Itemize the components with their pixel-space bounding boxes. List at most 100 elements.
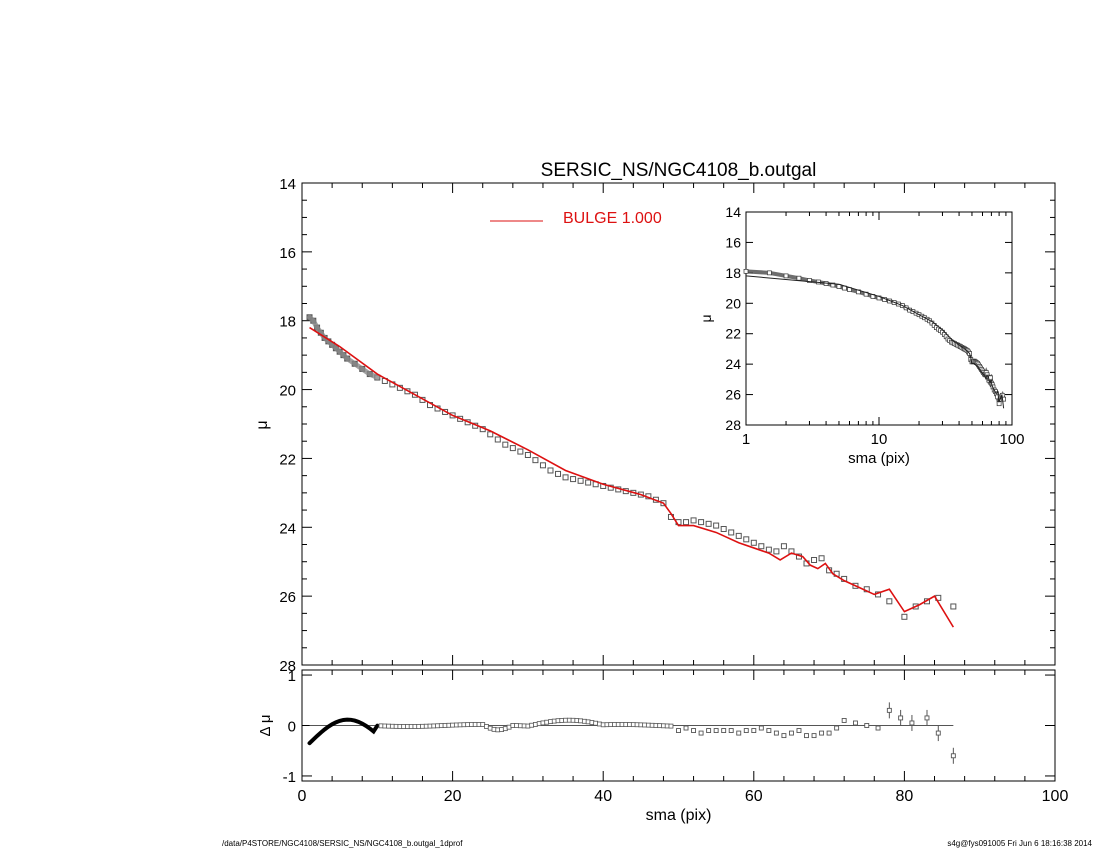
main-y-tick-label: 16 xyxy=(279,245,296,262)
data-point xyxy=(532,457,539,464)
inset-y-tick-label: 16 xyxy=(725,234,741,250)
footer-file-path: /data/P4STORE/NGC4108/SERSIC_NS/NGC4108_… xyxy=(222,839,463,848)
data-point xyxy=(577,477,584,484)
residual-point xyxy=(773,730,779,736)
data-point xyxy=(494,436,501,443)
residual-x-tick-label: 100 xyxy=(1042,788,1069,805)
residual-x-tick-label: 0 xyxy=(298,788,307,805)
inset-x-tick-label: 1 xyxy=(742,431,750,448)
residual-point xyxy=(789,730,794,736)
main-title: SERSIC_NS/NGC4108_b.outgal xyxy=(541,160,817,181)
data-point xyxy=(585,479,592,486)
data-point xyxy=(690,517,697,524)
main-y-tick-label: 28 xyxy=(279,658,296,675)
inset-y-tick-label: 20 xyxy=(725,295,741,311)
inset-data-point xyxy=(767,270,772,276)
inset-model-line xyxy=(745,275,1005,409)
residual-point xyxy=(909,720,915,726)
residual-point xyxy=(796,728,802,733)
data-point xyxy=(901,613,908,620)
data-point xyxy=(780,543,787,550)
residual-point xyxy=(841,718,847,723)
data-point xyxy=(720,526,727,533)
residual-y-tick-label: -1 xyxy=(283,769,296,786)
inset-data-point xyxy=(830,282,836,288)
residual-point xyxy=(736,730,742,736)
inset-plot-frame xyxy=(745,211,1013,426)
residual-point xyxy=(728,728,734,733)
data-point xyxy=(547,467,554,474)
data-point xyxy=(555,470,562,477)
residual-point xyxy=(713,728,719,733)
data-point xyxy=(728,529,735,536)
data-dense-band xyxy=(307,314,380,381)
residual-point xyxy=(676,728,681,733)
residual-point xyxy=(935,730,941,736)
residual-point xyxy=(781,733,787,739)
data-point xyxy=(683,519,690,526)
residual-point xyxy=(886,707,892,713)
main-y-tick-label: 18 xyxy=(279,314,296,331)
residual-point xyxy=(698,730,704,736)
legend-label-bulge: BULGE 1.000 xyxy=(563,210,662,227)
data-point xyxy=(735,532,742,539)
residual-point xyxy=(875,725,881,731)
data-point xyxy=(570,476,577,483)
residual-y-tick-label: 0 xyxy=(288,719,296,736)
residual-point xyxy=(758,725,764,731)
inset-data-point xyxy=(1001,396,1006,402)
main-y-tick-label: 22 xyxy=(279,451,296,468)
residual-point xyxy=(898,715,904,721)
main-panel: SERSIC_NS/NGC4108_b.outgal 14 16 18 20 22 24 26… xyxy=(254,160,1056,675)
residual-point xyxy=(864,723,870,728)
inset-y-tick-label: 26 xyxy=(725,387,741,403)
residual-point xyxy=(819,730,825,736)
inset-y-tick-label: 24 xyxy=(725,356,741,372)
main-y-axis-label: μ xyxy=(254,420,271,429)
residual-point xyxy=(721,728,727,733)
inset-x-axis-label: sma (pix) xyxy=(848,450,910,467)
residual-point xyxy=(691,728,697,733)
model-line-bulge xyxy=(309,326,955,628)
data-point xyxy=(517,448,524,455)
residual-point xyxy=(950,753,956,759)
residual-point xyxy=(766,728,772,733)
residual-point xyxy=(804,733,809,739)
inset-data-point xyxy=(807,278,812,283)
data-point xyxy=(818,555,825,562)
inset-y-tick-label: 22 xyxy=(725,326,741,342)
main-y-tick-label: 24 xyxy=(279,520,296,537)
inset-x-tick-label: 100 xyxy=(999,431,1024,448)
residual-x-tick-label: 40 xyxy=(594,788,612,805)
inset-panel: 14 16 18 20 22 24 26 281 10 100 sma (pix) μ xyxy=(698,204,1025,467)
data-point xyxy=(743,536,750,543)
inset-y-tick-label: 18 xyxy=(725,265,741,281)
data-point xyxy=(811,556,818,563)
data-point xyxy=(750,539,757,546)
inset-data-point xyxy=(796,275,802,281)
residual-point xyxy=(683,725,689,731)
inset-y-tick-label: 28 xyxy=(725,417,741,433)
data-point xyxy=(698,519,705,526)
data-point xyxy=(509,445,516,452)
residual-dense-curve xyxy=(307,717,380,746)
main-y-tick-label: 26 xyxy=(279,589,296,606)
residual-x-tick-label: 20 xyxy=(444,788,462,805)
residual-point xyxy=(853,720,858,726)
inset-y-axis-label: μ xyxy=(698,314,714,322)
residual-y-axis-label: Δ μ xyxy=(257,714,274,736)
data-point xyxy=(562,474,569,481)
main-y-tick-label: 20 xyxy=(279,383,296,400)
inset-data-point xyxy=(743,268,749,274)
residual-x-tick-label: 80 xyxy=(896,788,914,805)
inset-x-tick-label: 10 xyxy=(871,431,888,448)
residual-point xyxy=(668,723,674,729)
residual-point xyxy=(924,715,930,721)
data-point xyxy=(487,431,494,438)
data-point xyxy=(502,441,509,448)
inset-data-point xyxy=(783,273,789,279)
data-point xyxy=(773,548,780,555)
data-point xyxy=(713,522,720,529)
main-y-tick-label: 14 xyxy=(279,176,296,193)
